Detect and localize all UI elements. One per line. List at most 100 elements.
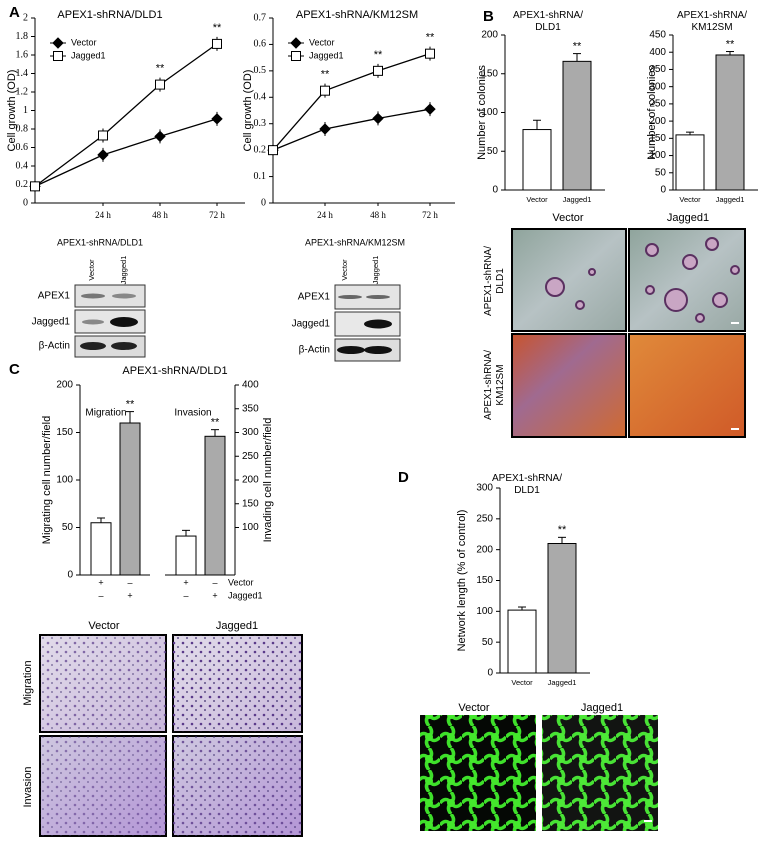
x-tick-label: 48 h [370, 210, 386, 220]
marker [155, 79, 165, 90]
column-label: Vector [458, 702, 490, 714]
lane-label: Jagged1 [119, 256, 128, 285]
column-label: Vector [88, 620, 120, 632]
y-tick-label: 0 [67, 570, 73, 581]
y2-axis-title: Invading cell number/field [262, 418, 274, 543]
chart-title: APEX1-shRNA/DLD1 [57, 9, 162, 21]
legend-marker [291, 51, 301, 61]
panel-letter: C [9, 361, 20, 378]
x-tick-label: 72 h [422, 210, 438, 220]
y-tick-label: 0 [261, 197, 266, 208]
column-label: Jagged1 [216, 620, 258, 632]
marker [211, 113, 223, 125]
y-tick-label: 1 [23, 105, 28, 116]
marker [424, 103, 436, 115]
y-tick-label: 300 [476, 483, 493, 494]
y-tick-label: 100 [649, 150, 666, 161]
y-axis-title: Number of colonies [646, 65, 658, 160]
y-tick-label: 1.6 [16, 49, 29, 60]
blot-title: APEX1-shRNA/DLD1 [57, 237, 143, 247]
condition-name: Jagged1 [228, 590, 263, 600]
western-blot: APEX1-shRNA/DLD1 Vector Jagged1 APEX1 Ja… [32, 237, 146, 358]
micrograph-grid: Vector Jagged1 [420, 702, 658, 831]
y-tick-label: 0.5 [254, 65, 267, 76]
series-line [34, 118, 218, 187]
y-axis-title: Network length (% of control) [456, 510, 468, 652]
y-tick-label: 200 [56, 380, 73, 391]
y-tick-label: 250 [242, 451, 259, 462]
significance: ** [211, 417, 220, 429]
y-tick-label: 250 [476, 513, 493, 524]
y-tick-label: 50 [655, 167, 667, 178]
significance: ** [558, 524, 567, 536]
y-tick-label: 0.6 [16, 142, 29, 153]
chart-title: APEX1-shRNA/DLD1 [513, 10, 583, 33]
y-tick-label: 0 [492, 185, 498, 196]
y-tick-label: 100 [481, 107, 498, 118]
micrograph-grid: Vector Jagged1 APEX1-shRNA/DLD1 APEX1-sh… [483, 212, 746, 438]
legend-label: Jagged1 [71, 50, 106, 60]
blot-row-label: β-Actin [39, 341, 70, 352]
y-tick-label: 1.8 [16, 31, 29, 42]
x-tick-label: Jagged1 [716, 195, 745, 204]
legend-label: Vector [309, 37, 335, 47]
y-tick-label: 250 [649, 99, 666, 110]
y-tick-label: 0.3 [254, 118, 267, 129]
y-tick-label: 150 [649, 133, 666, 144]
y-tick-label: 400 [649, 47, 666, 58]
x-tick-label: 24 h [317, 210, 333, 220]
y-tick-label: 50 [487, 146, 499, 157]
panel-letter: D [398, 469, 409, 486]
column-label: Jagged1 [581, 702, 623, 714]
legend-marker [52, 37, 64, 49]
y-tick-label: 100 [56, 475, 73, 486]
condition-sign: + [183, 577, 188, 587]
y-tick-label: 0 [23, 197, 28, 208]
condition-sign: + [98, 577, 103, 587]
condition-sign: – [127, 577, 132, 587]
bar [175, 535, 197, 576]
significance: ** [321, 69, 330, 81]
marker [30, 181, 40, 192]
condition-sign: – [212, 577, 217, 587]
y-tick-label: 0 [660, 185, 666, 196]
y-tick-label: 350 [242, 403, 259, 414]
bar [204, 435, 226, 576]
marker [98, 130, 108, 141]
blot-row-label: APEX1 [298, 292, 331, 303]
legend-label: Vector [71, 37, 97, 47]
legend-marker [53, 51, 63, 61]
y-tick-label: 0.4 [254, 92, 267, 103]
series-line [272, 108, 431, 151]
condition-sign: – [183, 590, 188, 600]
row-label: Migration [22, 660, 34, 705]
significance: ** [156, 63, 165, 75]
y-tick-label: 100 [242, 522, 259, 533]
x-tick-label: Jagged1 [563, 195, 592, 204]
y-tick-label: 0.6 [254, 39, 267, 50]
bar [675, 134, 705, 191]
marker [97, 149, 109, 161]
blot-row-label: β-Actin [299, 345, 330, 356]
bar [547, 543, 577, 674]
marker [372, 112, 384, 125]
bar [507, 609, 537, 674]
x-tick-label: 48 h [152, 210, 168, 220]
y-tick-label: 300 [649, 81, 666, 92]
column-label: Jagged1 [667, 212, 709, 224]
significance: ** [426, 32, 435, 44]
chart-title: APEX1-shRNA/DLD1 [122, 365, 227, 377]
y-tick-label: 200 [481, 30, 498, 41]
lane-label: Vector [340, 259, 349, 281]
lane-label: Jagged1 [371, 256, 380, 285]
y-tick-label: 0 [487, 668, 493, 679]
row-label: APEX1-shRNA/DLD1 [483, 246, 506, 316]
series-line [34, 43, 218, 187]
x-tick-label: Jagged1 [548, 678, 577, 687]
blot-row-label: Jagged1 [292, 319, 331, 330]
y-tick-label: 1.2 [16, 86, 29, 97]
bar [90, 522, 112, 576]
western-blot: APEX1-shRNA/KM12SM Vector Jagged1 APEX1 … [292, 237, 405, 362]
y-tick-label: 400 [242, 380, 259, 391]
y-tick-label: 200 [242, 475, 259, 486]
